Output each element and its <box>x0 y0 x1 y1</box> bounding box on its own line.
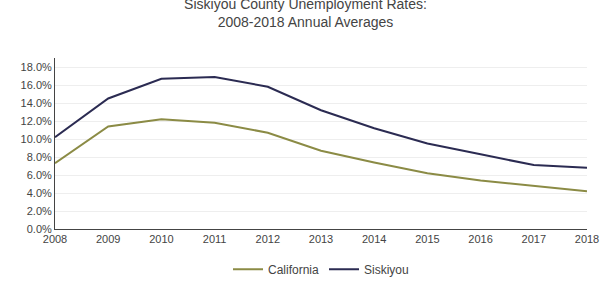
svg-text:2012: 2012 <box>256 233 280 245</box>
svg-text:California: California <box>268 263 319 277</box>
svg-text:16.0%: 16.0% <box>21 79 52 91</box>
svg-text:10.0%: 10.0% <box>21 133 52 145</box>
svg-text:14.0%: 14.0% <box>21 97 52 109</box>
svg-text:2008: 2008 <box>43 233 67 245</box>
svg-text:2010: 2010 <box>149 233 173 245</box>
svg-text:2015: 2015 <box>415 233 439 245</box>
svg-text:2.0%: 2.0% <box>27 205 52 217</box>
svg-text:18.0%: 18.0% <box>21 61 52 73</box>
svg-text:2009: 2009 <box>96 233 120 245</box>
svg-text:2017: 2017 <box>522 233 546 245</box>
svg-text:2011: 2011 <box>203 233 227 245</box>
svg-text:0.0%: 0.0% <box>27 223 52 235</box>
svg-text:8.0%: 8.0% <box>27 151 52 163</box>
svg-text:Siskiyou County Unemployment R: Siskiyou County Unemployment Rates:2008-… <box>184 0 427 30</box>
svg-text:4.0%: 4.0% <box>27 187 52 199</box>
svg-text:6.0%: 6.0% <box>27 169 52 181</box>
svg-text:2016: 2016 <box>468 233 492 245</box>
svg-text:Siskiyou: Siskiyou <box>364 263 409 277</box>
svg-text:2018: 2018 <box>575 233 599 245</box>
svg-text:12.0%: 12.0% <box>21 115 52 127</box>
svg-text:2013: 2013 <box>309 233 333 245</box>
svg-text:2014: 2014 <box>362 233 386 245</box>
